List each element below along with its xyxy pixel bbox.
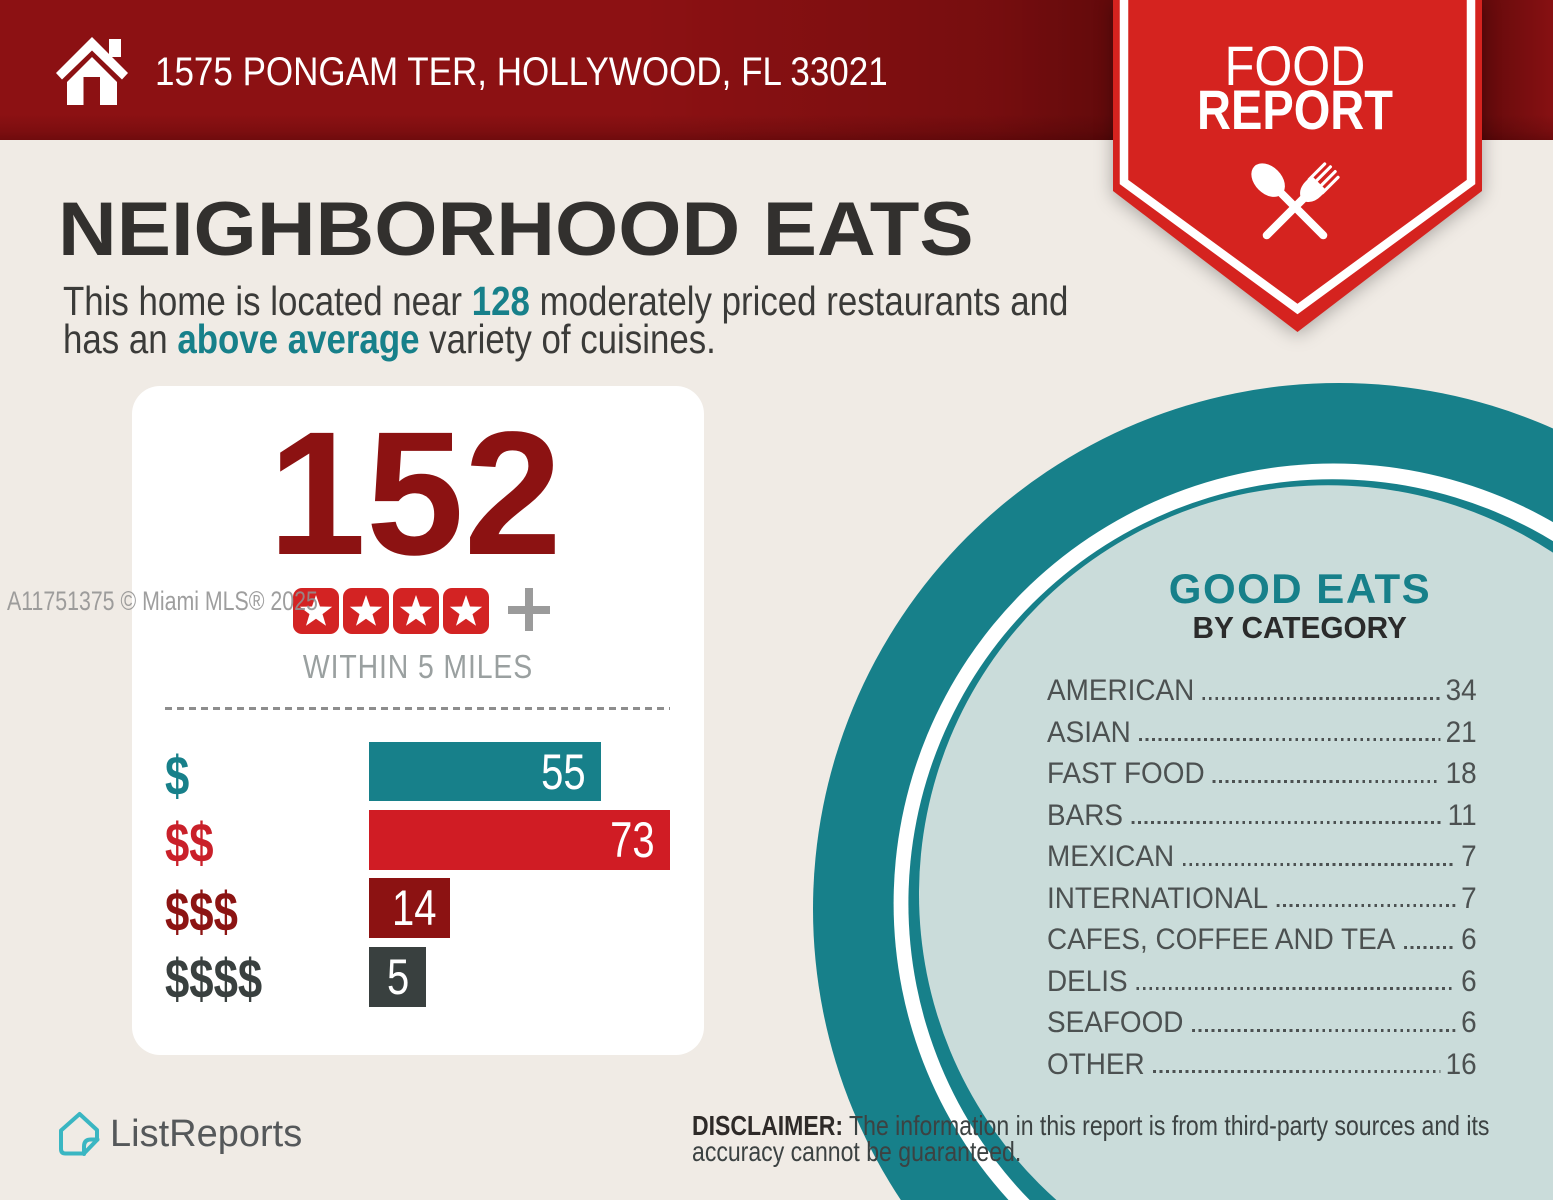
svg-text:FOOD: FOOD	[1225, 35, 1366, 98]
svg-text:REPORT: REPORT	[1197, 78, 1393, 141]
